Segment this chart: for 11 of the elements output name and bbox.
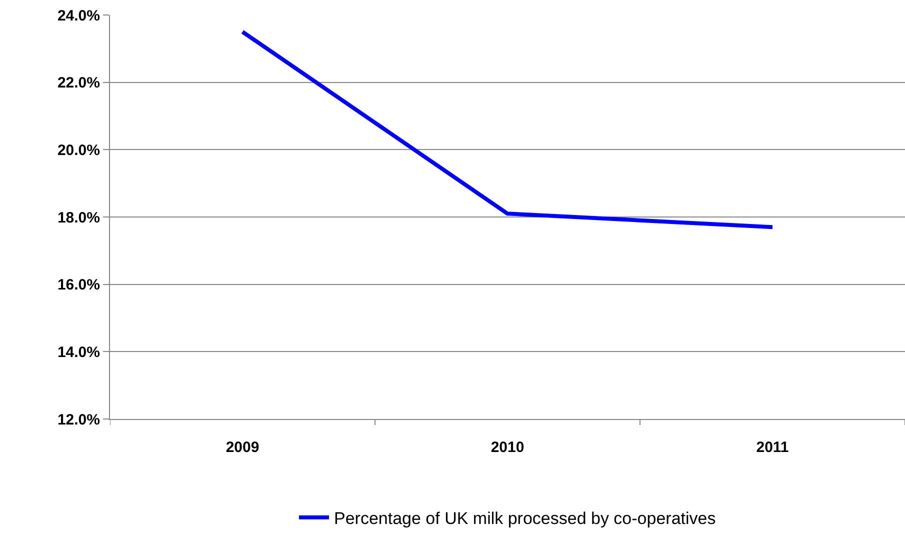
legend-label: Percentage of UK milk processed by co-operatives [334,508,716,528]
y-tick-label: 22.0% [57,74,100,92]
y-tick-label: 20.0% [57,142,100,159]
x-tick-label: 2009 [226,439,260,456]
y-tick-label: 12.0% [57,411,100,428]
y-tick-label: 16.0% [57,276,100,294]
x-tick-label: 2010 [490,439,524,456]
y-tick-label: 18.0% [57,209,100,226]
x-tick-label: 2011 [756,439,789,456]
y-tick-label: 14.0% [57,344,100,361]
y-tick-label: 24.0% [57,7,100,24]
